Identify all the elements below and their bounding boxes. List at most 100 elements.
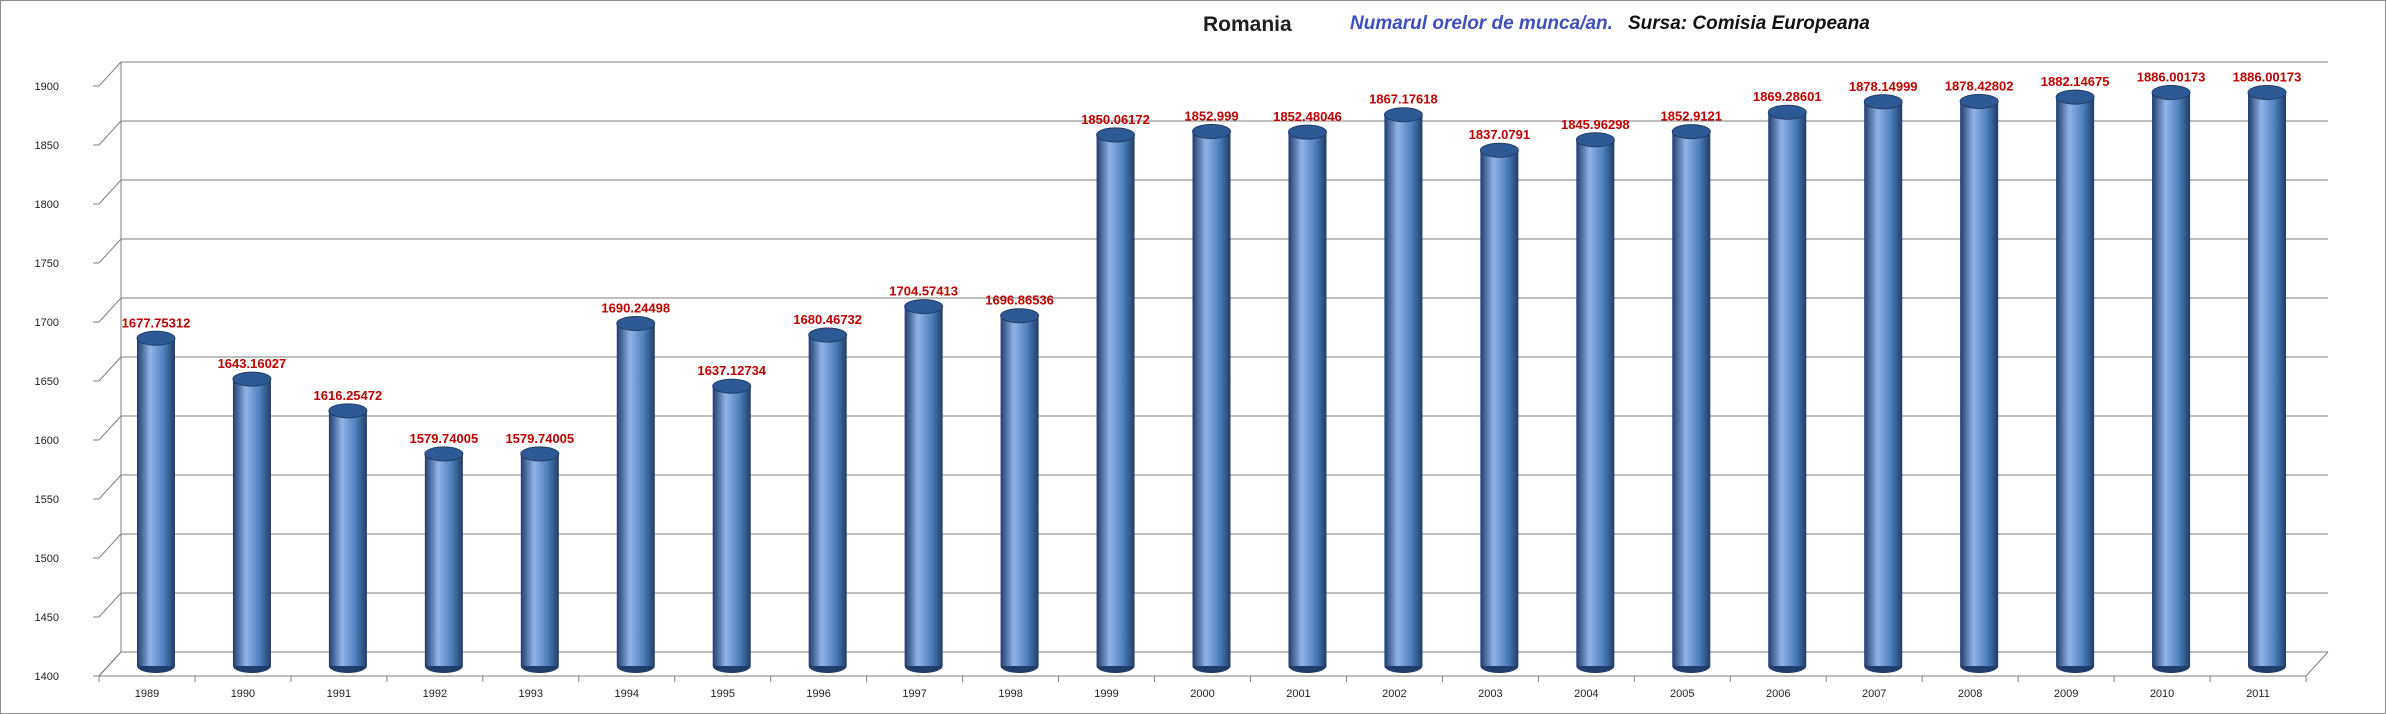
bar-body xyxy=(1672,131,1711,666)
data-label: 1837.0791 xyxy=(1469,127,1530,142)
data-label: 1852.999 xyxy=(1184,108,1238,123)
bar-top xyxy=(1479,142,1519,158)
bar-top xyxy=(1096,127,1136,143)
bar-body xyxy=(1768,112,1807,667)
bar xyxy=(1000,308,1040,673)
bar-top xyxy=(520,446,560,462)
data-label: 1869.28601 xyxy=(1753,89,1822,104)
x-tick-label: 1995 xyxy=(710,688,734,700)
x-tick-label: 2011 xyxy=(2246,688,2270,700)
bar-body xyxy=(2248,92,2287,667)
bar xyxy=(1479,142,1519,673)
data-label: 1886.00173 xyxy=(2233,70,2302,85)
bar-body xyxy=(2152,92,2191,667)
x-tick-label: 1994 xyxy=(615,688,639,700)
bar-top xyxy=(1287,124,1327,140)
x-tick-label: 2007 xyxy=(1862,688,1886,700)
bar-top xyxy=(808,327,848,343)
bar-top xyxy=(1192,123,1231,139)
x-tick-label: 2005 xyxy=(1670,688,1694,700)
gridline-depth xyxy=(98,356,122,382)
x-tick-label: 1999 xyxy=(1094,688,1118,700)
data-label: 1677.75312 xyxy=(122,315,191,330)
x-tick-label: 2003 xyxy=(1478,688,1502,700)
bar-top xyxy=(1383,107,1423,123)
gridline-depth xyxy=(98,651,122,677)
y-tick-label: 1600 xyxy=(35,435,59,447)
bar-top xyxy=(904,299,944,315)
bar-top xyxy=(616,316,656,332)
data-label: 1704.57413 xyxy=(889,284,958,299)
chart-title: Romania xyxy=(1203,13,1292,36)
bar xyxy=(1575,132,1615,673)
bar xyxy=(1192,123,1231,673)
x-tick-label: 2004 xyxy=(1574,688,1598,700)
bar xyxy=(808,327,848,673)
bar-top xyxy=(2055,89,2095,105)
y-tick-label: 1850 xyxy=(35,140,59,152)
data-label: 1882.14675 xyxy=(2041,74,2110,89)
bar xyxy=(2151,85,2191,673)
bar xyxy=(520,446,560,673)
y-tick-label: 1900 xyxy=(35,81,59,93)
bar-body xyxy=(808,335,847,666)
bar xyxy=(1287,124,1327,673)
gridline-depth xyxy=(98,474,122,500)
bar xyxy=(2247,85,2287,673)
data-label: 1852.9121 xyxy=(1661,109,1722,124)
bar xyxy=(712,378,752,673)
gridline-depth xyxy=(98,415,122,441)
bar-top xyxy=(2247,85,2287,101)
bar-body xyxy=(328,410,367,666)
x-tick-label: 1992 xyxy=(423,688,447,700)
y-axis: 1400 1450 1500 1550 1600 1650 1700 1750 1800 1850… xyxy=(35,81,99,683)
bar-body xyxy=(1192,131,1231,666)
y-tick-label: 1750 xyxy=(35,258,59,270)
data-label: 1616.25472 xyxy=(314,388,383,403)
x-tick-label: 1993 xyxy=(519,688,543,700)
bar-layer xyxy=(136,85,2287,673)
y-tick-label: 1550 xyxy=(35,494,59,506)
bar xyxy=(1383,107,1423,673)
bar-body xyxy=(904,306,943,666)
bar-top xyxy=(1863,94,1903,110)
data-label: 1690.24498 xyxy=(601,301,670,316)
bar xyxy=(1959,93,1999,673)
x-tick-label: 2010 xyxy=(2150,688,2174,700)
bar-top xyxy=(424,446,464,462)
x-tick-label: 1991 xyxy=(327,688,351,700)
x-tick-label: 2008 xyxy=(1958,688,1982,700)
bar-top xyxy=(328,403,368,419)
data-label: 1637.12734 xyxy=(697,363,766,378)
gridline-depth xyxy=(98,533,122,559)
y-tick-label: 1700 xyxy=(35,317,59,329)
y-tick-label: 1450 xyxy=(35,612,59,624)
bar-top xyxy=(1671,124,1711,140)
bar-body xyxy=(616,323,655,666)
gridline-depth xyxy=(98,120,122,146)
bar-body xyxy=(1288,132,1327,666)
bar-body xyxy=(136,338,175,666)
chart-subtitle: Numarul orelor de munca/an. xyxy=(1350,13,1613,34)
bar-body xyxy=(1000,315,1039,666)
data-label: 1696.86536 xyxy=(985,293,1054,308)
data-label: 1878.14999 xyxy=(1849,79,1918,94)
bar-top xyxy=(2151,85,2191,101)
x-tick-label: 2002 xyxy=(1382,688,1406,700)
bar xyxy=(136,330,176,673)
gridline-depth xyxy=(98,61,122,87)
data-label: 1850.06172 xyxy=(1081,112,1150,127)
gridline-depth xyxy=(98,592,122,618)
bar xyxy=(616,316,656,673)
bar-body xyxy=(1864,101,1903,666)
bar-body xyxy=(520,453,559,666)
bar-body xyxy=(1576,139,1615,667)
bar-body xyxy=(424,453,463,666)
bar-top xyxy=(1767,104,1807,120)
x-tick-label: 1996 xyxy=(806,688,830,700)
data-label: 1579.74005 xyxy=(410,431,479,446)
bar-body xyxy=(712,386,751,666)
y-tick-label: 1650 xyxy=(35,376,59,388)
